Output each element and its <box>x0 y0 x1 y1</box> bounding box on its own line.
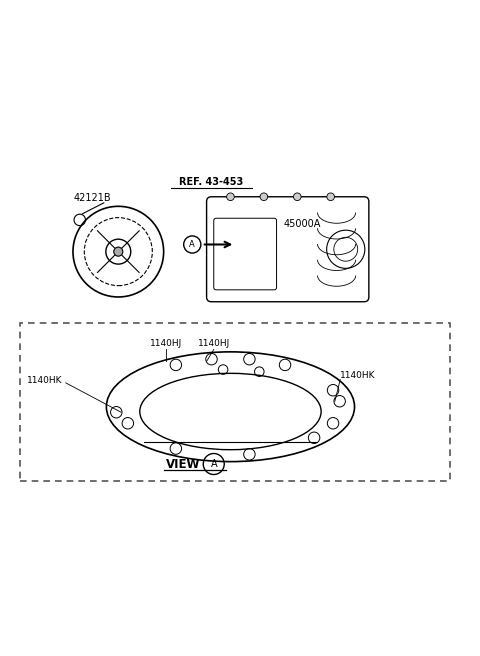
Ellipse shape <box>114 247 123 256</box>
Text: REF. 43-453: REF. 43-453 <box>179 177 243 188</box>
Circle shape <box>293 193 301 201</box>
Text: 42121B: 42121B <box>73 193 111 203</box>
Text: 45000A: 45000A <box>283 219 321 229</box>
Text: 1140HK: 1140HK <box>26 376 62 385</box>
Text: 1140HK: 1140HK <box>340 371 376 380</box>
Circle shape <box>260 193 268 201</box>
Text: 1140HJ: 1140HJ <box>150 338 182 348</box>
Text: 1140HJ: 1140HJ <box>198 338 230 348</box>
Text: A: A <box>190 240 195 249</box>
Text: A: A <box>210 459 217 469</box>
Circle shape <box>227 193 234 201</box>
Circle shape <box>327 193 335 201</box>
Text: VIEW: VIEW <box>166 457 200 470</box>
